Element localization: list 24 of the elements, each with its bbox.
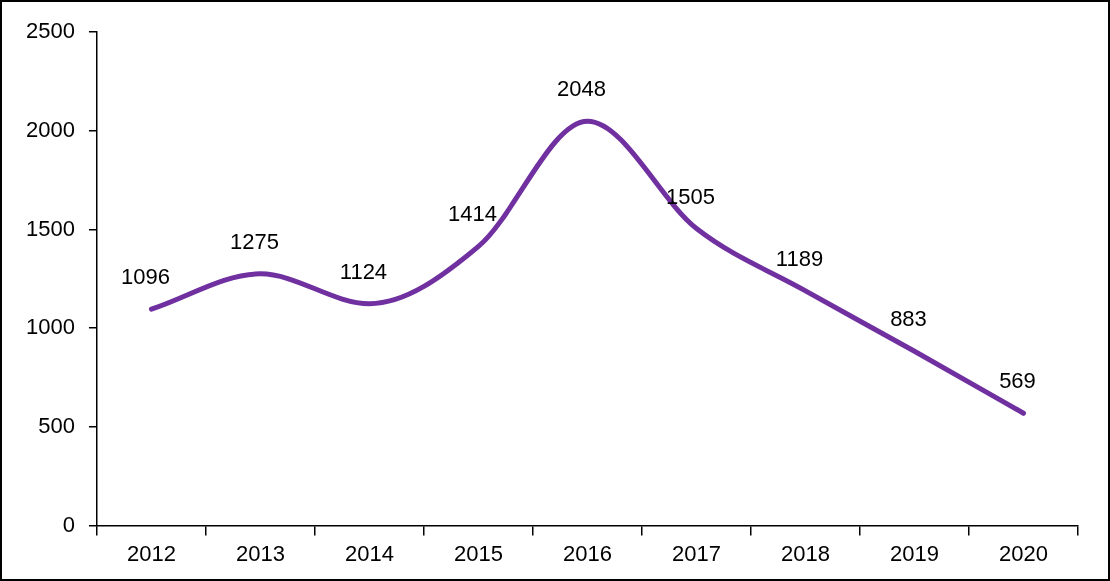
y-tick-label: 500 bbox=[38, 412, 75, 438]
data-label: 1275 bbox=[229, 228, 279, 254]
y-tick-label: 0 bbox=[62, 511, 75, 537]
data-label: 883 bbox=[890, 306, 927, 332]
x-tick-label: 2018 bbox=[781, 540, 830, 566]
data-label: 1505 bbox=[666, 183, 715, 209]
data-label: 1096 bbox=[120, 264, 170, 290]
x-tick-label: 2012 bbox=[126, 540, 176, 566]
x-tick-label: 2016 bbox=[562, 540, 612, 566]
y-tick-label: 2000 bbox=[25, 116, 75, 142]
y-tick-label: 1000 bbox=[25, 314, 75, 340]
x-tick-label: 2020 bbox=[999, 540, 1048, 566]
x-tick-label: 2019 bbox=[890, 540, 939, 566]
data-label: 569 bbox=[999, 368, 1036, 394]
x-tick-label: 2014 bbox=[344, 540, 394, 566]
x-tick-label: 2013 bbox=[235, 540, 285, 566]
data-label: 1189 bbox=[775, 245, 824, 271]
y-tick-label: 2500 bbox=[25, 18, 75, 44]
data-label: 1124 bbox=[339, 258, 388, 284]
data-label: 2048 bbox=[556, 76, 606, 102]
y-tick-label: 1500 bbox=[25, 215, 75, 241]
data-label: 1414 bbox=[447, 201, 497, 227]
x-tick-label: 2017 bbox=[672, 540, 721, 566]
x-tick-label: 2015 bbox=[453, 540, 503, 566]
